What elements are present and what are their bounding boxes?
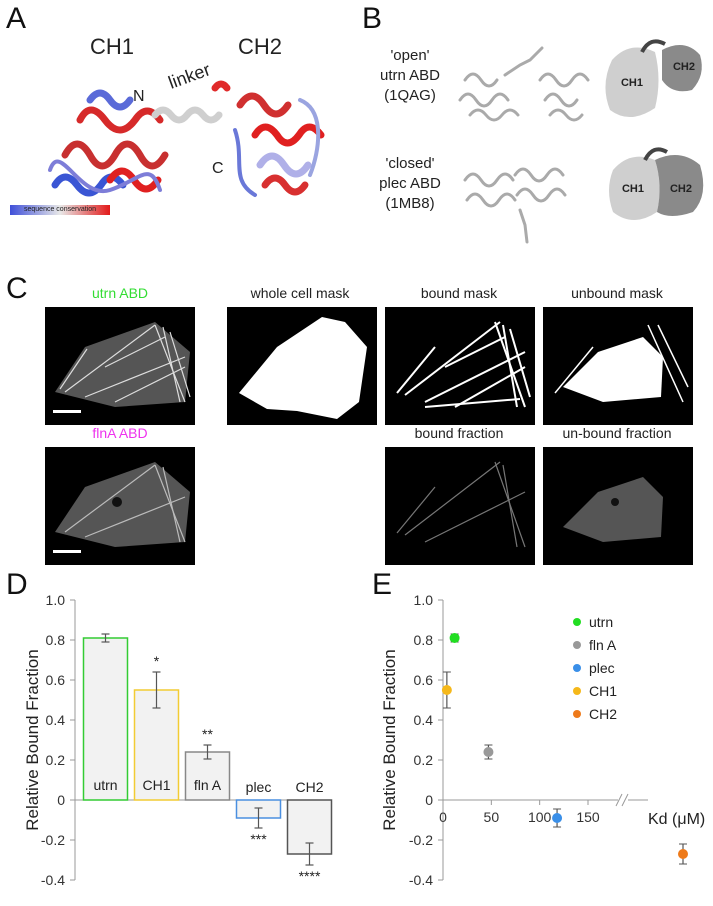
open-schematic: CH1 CH2 [605,39,702,118]
legend-swatch [573,687,581,695]
ch2-label: CH2 [238,34,283,59]
open-protein-label: utrn ABD [379,67,441,84]
closed-ch2-label: CH2 [670,183,692,195]
y-tick-label: 1.0 [414,592,434,608]
colorbar-label: sequence conservation [24,206,96,213]
panel-e-letter: E [372,568,393,601]
whole-cell-mask-image [227,307,377,425]
y-tick-label: -0.4 [409,872,433,888]
category-label: fln A [194,777,222,793]
y-tick-label: 0.6 [414,672,434,688]
y-axis-label: Relative Bound Fraction [380,649,399,830]
y-tick-label: 0.2 [46,752,66,768]
conservation-colorbar [10,205,110,215]
category-label: CH2 [295,779,323,795]
closed-ribbon-structure [463,167,567,244]
ch-domain-structure [48,80,325,197]
y-axis-label: Relative Bound Fraction [23,649,42,830]
axis-break [615,793,623,807]
significance-marker: *** [250,831,267,847]
closed-protein-label: plec ABD [379,175,441,192]
unbound-mask-image [543,307,693,425]
point-CH1 [441,685,452,695]
bar-utrn [82,637,129,801]
y-tick-label: 0.6 [46,672,66,688]
y-tick-label: 0.4 [46,712,66,728]
open-ribbon-structure [458,46,590,122]
bound-mask-label: bound mask [420,285,498,301]
point-utrn [449,633,460,643]
closed-pdb-label: (1MB8) [385,195,435,212]
y-tick-label: 0.8 [414,632,434,648]
y-tick-label: 0 [425,792,433,808]
y-tick-label: 0.4 [414,712,434,728]
open-ch2-label: CH2 [673,61,695,73]
significance-marker: * [154,653,160,669]
x-tick-label: 50 [484,809,500,825]
panel-c-letter: C [6,272,28,305]
y-tick-label: 0.8 [46,632,66,648]
category-label: plec [246,779,272,795]
ch1-label: CH1 [90,34,135,59]
closed-state-label: 'closed' [385,155,435,172]
utrn-abd-label: utrn ABD [91,285,149,301]
significance-marker: **** [299,868,321,884]
n-terminus-label: N [133,88,145,105]
x-tick-label: 100 [528,809,552,825]
whole-cell-mask-label: whole cell mask [250,285,350,301]
unbound-fraction-image [543,447,693,565]
closed-schematic: CH1 CH2 [609,147,704,220]
legend-label: plec [589,660,615,676]
legend-swatch [573,710,581,718]
panel-a-letter: A [6,2,27,35]
open-ch1-label: CH1 [621,77,643,89]
y-tick-label: -0.2 [409,832,433,848]
unbound-fraction-label: un-bound fraction [562,425,672,441]
point-CH2 [678,849,688,859]
legend-label: utrn [589,614,613,630]
unbound-mask-label: unbound mask [571,285,663,301]
panel-d-letter: D [6,568,28,601]
bound-fraction-image [385,447,535,565]
legend-swatch [573,664,581,672]
flna-abd-label: flnA ABD [92,425,148,441]
y-tick-label: -0.2 [41,832,65,848]
bound-fraction-label: bound fraction [414,425,504,441]
legend-swatch [573,618,581,626]
legend-label: CH2 [589,706,617,722]
category-label: utrn [93,777,117,793]
relative-bound-fraction-bar-chart: 1.0 0.8 0.6 0.4 0.2 0 -0.2 -0.4 Relative Bound F… [23,592,333,888]
flna-abd-micrograph [45,447,195,565]
y-tick-label: 0 [57,792,65,808]
x-tick-label: 150 [576,809,600,825]
open-state-label: 'open' [390,47,430,64]
y-tick-label: -0.4 [41,872,65,888]
significance-marker: ** [202,726,213,742]
legend-label: CH1 [589,683,617,699]
x-axis-label: Kd (μM) [648,811,705,828]
category-label: CH1 [142,777,170,793]
point-plec [552,813,563,823]
bar-fln-A [184,751,231,801]
axis-break [621,793,629,807]
panel-b-letter: B [362,2,383,35]
utrn-abd-micrograph [45,307,195,425]
bound-mask-image [385,307,535,425]
legend-swatch [573,641,581,649]
closed-ch1-label: CH1 [622,183,644,195]
y-tick-label: 0.2 [414,752,434,768]
closed-structure-caption: 'closed' plec ABD (1MB8) [370,154,450,214]
x-tick-label: 0 [439,809,447,825]
c-terminus-label: C [212,160,224,177]
open-pdb-label: (1QAG) [384,87,436,104]
bound-fraction-vs-kd-scatter: 1.0 0.8 0.6 0.4 0.2 0 -0.2 -0.4 0 50 100 150 Relativ… [380,592,705,888]
open-structure-caption: 'open' utrn ABD (1QAG) [370,46,450,106]
point-fln-A [483,747,494,757]
legend-label: fln A [589,637,617,653]
y-tick-label: 1.0 [46,592,66,608]
